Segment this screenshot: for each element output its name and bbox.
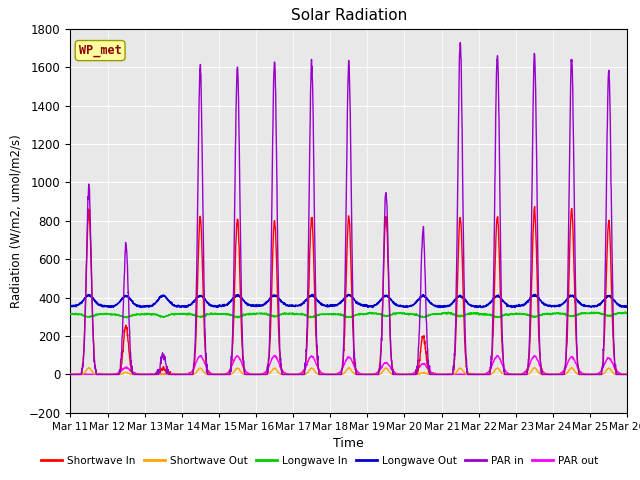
Text: WP_met: WP_met [79, 44, 122, 57]
Y-axis label: Radiation (W/m2, umol/m2/s): Radiation (W/m2, umol/m2/s) [10, 134, 23, 308]
X-axis label: Time: Time [333, 437, 364, 450]
Title: Solar Radiation: Solar Radiation [291, 9, 407, 24]
Legend: Shortwave In, Shortwave Out, Longwave In, Longwave Out, PAR in, PAR out: Shortwave In, Shortwave Out, Longwave In… [37, 452, 603, 470]
